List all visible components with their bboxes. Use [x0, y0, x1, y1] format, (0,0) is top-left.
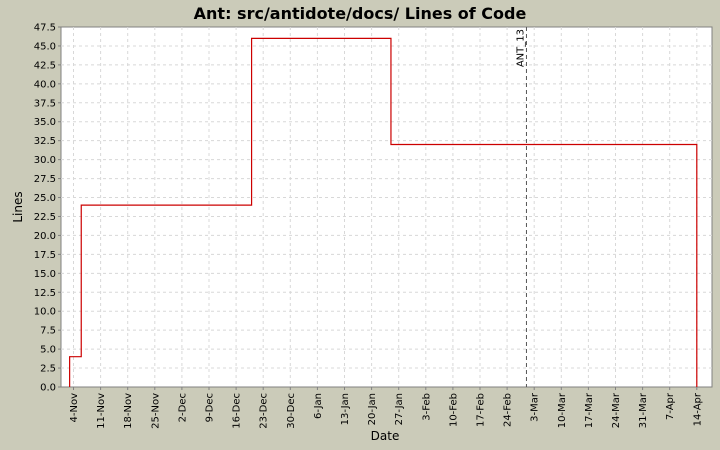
y-axis-label: Lines: [11, 191, 25, 222]
y-tick-label: 5.0: [40, 345, 56, 356]
y-tick-label: 37.5: [34, 98, 56, 109]
chart-title: Ant: src/antidote/docs/ Lines of Code: [193, 4, 527, 23]
series-line: [69, 37, 698, 387]
x-tick-label: 17-Mar: [584, 392, 595, 428]
x-tick-label: 10-Mar: [557, 392, 568, 428]
x-tick-label: 6-Jan: [313, 393, 324, 419]
x-axis-label: Date: [371, 429, 400, 443]
y-tick-label: 0.0: [40, 383, 56, 394]
x-tick-label: 20-Jan: [367, 393, 378, 425]
x-tick-label: 25-Nov: [150, 393, 161, 429]
x-axis-ticks: 4-Nov 11-Nov 18-Nov 25-Nov 2-Dec 9-Dec 16-Dec 2…: [69, 387, 703, 429]
x-tick-label: 16-Dec: [232, 393, 243, 429]
y-tick-label: 20.0: [34, 231, 56, 242]
y-tick-label: 17.5: [34, 250, 56, 261]
x-tick-label: 27-Jan: [394, 393, 405, 425]
x-tick-label: 3-Feb: [421, 393, 432, 421]
grid-lines: [61, 27, 712, 387]
y-tick-label: 45.0: [34, 41, 56, 52]
y-tick-label: 40.0: [34, 79, 56, 90]
series-group: [69, 37, 698, 387]
x-tick-label: 9-Dec: [205, 393, 216, 422]
y-tick-label: 27.5: [34, 174, 56, 185]
x-tick-label: 14-Apr: [692, 392, 703, 426]
annotation-label: ANT_13: [515, 29, 526, 67]
x-tick-label: 10-Feb: [448, 393, 459, 427]
x-tick-label: 18-Nov: [123, 393, 134, 429]
y-tick-label: 47.5: [34, 23, 56, 34]
y-tick-label: 22.5: [34, 212, 56, 223]
plot-area: [60, 26, 713, 388]
y-tick-label: 25.0: [34, 193, 56, 204]
x-tick-label: 4-Nov: [69, 393, 80, 423]
x-tick-label: 31-Mar: [638, 392, 649, 428]
x-tick-label: 3-Mar: [530, 392, 541, 422]
x-tick-label: 13-Jan: [340, 393, 351, 425]
x-tick-label: 11-Nov: [96, 393, 107, 429]
x-tick-label: 17-Feb: [476, 393, 487, 427]
y-tick-label: 35.0: [34, 117, 56, 128]
y-tick-label: 32.5: [34, 136, 56, 147]
y-tick-label: 15.0: [34, 269, 56, 280]
x-tick-label: 23-Dec: [259, 393, 270, 429]
x-tick-label: 30-Dec: [286, 393, 297, 429]
x-tick-label: 7-Apr: [665, 392, 676, 420]
x-tick-label: 2-Dec: [177, 393, 188, 422]
y-tick-label: 12.5: [34, 288, 56, 299]
y-tick-label: 10.0: [34, 307, 56, 318]
annotations: ANT_13: [515, 27, 527, 387]
x-tick-label: 24-Feb: [503, 393, 514, 427]
y-axis-ticks: 0.0 2.5 5.0 7.5 10.0 12.5 15.0 17.5 20.0 22.5 25.0…: [34, 23, 61, 394]
y-tick-label: 2.5: [40, 364, 56, 375]
y-tick-label: 42.5: [34, 60, 56, 71]
y-tick-label: 7.5: [40, 326, 56, 337]
y-tick-label: 30.0: [34, 155, 56, 166]
x-tick-label: 24-Mar: [611, 392, 622, 428]
